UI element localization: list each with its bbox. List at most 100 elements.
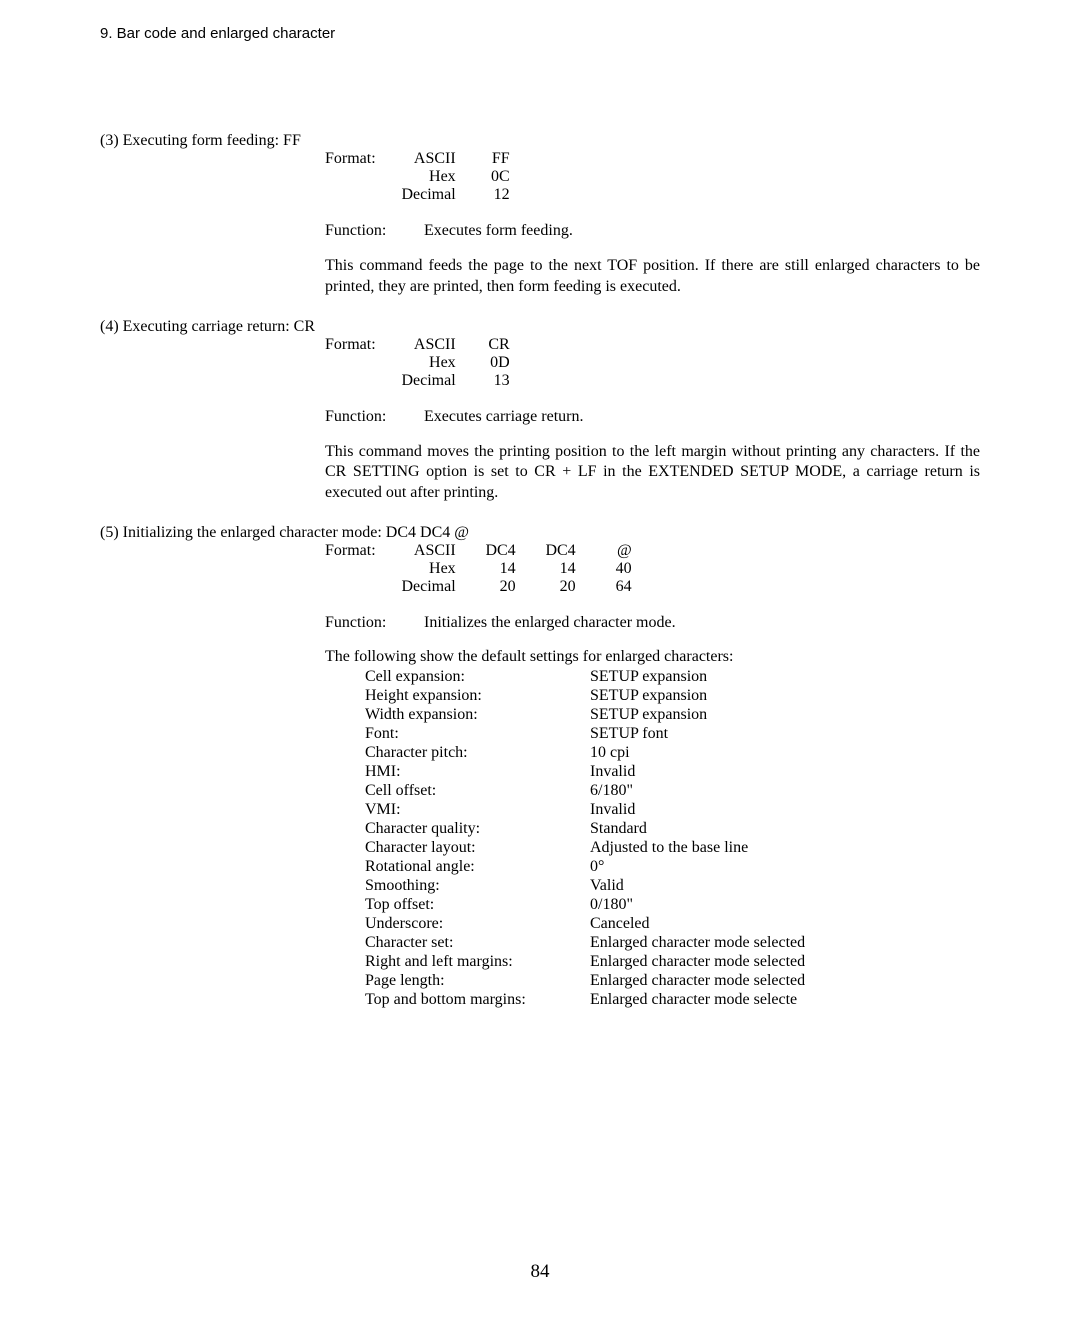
settings-row: Cell offset:6/180"	[365, 782, 805, 801]
section-title: (4) Executing carriage return: CR	[100, 318, 980, 336]
fmt-val: @	[576, 542, 632, 560]
settings-value: Enlarged character mode selected	[590, 953, 805, 972]
settings-value: Standard	[590, 820, 805, 839]
fmt-key: ASCII	[380, 150, 456, 168]
settings-row: Top and bottom margins:Enlarged characte…	[365, 991, 805, 1010]
settings-value: Enlarged character mode selected	[590, 972, 805, 991]
settings-key: Width expansion:	[365, 706, 590, 725]
page-header: 9. Bar code and enlarged character	[100, 25, 980, 42]
settings-row: Smoothing:Valid	[365, 877, 805, 896]
function-text: Initializes the enlarged character mode.	[424, 614, 676, 631]
settings-key: HMI:	[365, 763, 590, 782]
fmt-val: 20	[456, 578, 516, 596]
function-label: Function:	[325, 222, 420, 240]
settings-key: Character pitch:	[365, 744, 590, 763]
fmt-key: ASCII	[380, 542, 456, 560]
section-4: (4) Executing carriage return: CR Format…	[100, 318, 980, 504]
settings-row: HMI:Invalid	[365, 763, 805, 782]
page-number: 84	[0, 1261, 1080, 1283]
settings-value: Invalid	[590, 801, 805, 820]
fmt-key: Hex	[380, 168, 456, 186]
fmt-key: Hex	[380, 354, 456, 372]
settings-row: VMI:Invalid	[365, 801, 805, 820]
settings-value: Adjusted to the base line	[590, 839, 805, 858]
settings-row: Character pitch:10 cpi	[365, 744, 805, 763]
section-title: (3) Executing form feeding: FF	[100, 132, 980, 150]
settings-row: Character layout:Adjusted to the base li…	[365, 839, 805, 858]
settings-value: 10 cpi	[590, 744, 805, 763]
settings-value: 0°	[590, 858, 805, 877]
fmt-val: 0C	[456, 168, 510, 186]
format-table: Format: ASCII CR Hex 0D Decimal 13	[325, 336, 510, 390]
function-text: Executes carriage return.	[424, 408, 583, 425]
settings-row: Rotational angle:0°	[365, 858, 805, 877]
settings-value: SETUP font	[590, 725, 805, 744]
settings-value: SETUP expansion	[590, 706, 805, 725]
format-table: Format: ASCII DC4 DC4 @ Hex 14 14 40 Dec…	[325, 542, 632, 596]
settings-value: SETUP expansion	[590, 687, 805, 706]
function-row: Function: Initializes the enlarged chara…	[325, 614, 980, 632]
fmt-val: 12	[456, 186, 510, 204]
settings-value: Enlarged character mode selected	[590, 934, 805, 953]
settings-key: VMI:	[365, 801, 590, 820]
fmt-val: 64	[576, 578, 632, 596]
fmt-key: Decimal	[380, 372, 456, 390]
fmt-key: Decimal	[380, 578, 456, 596]
fmt-val: CR	[456, 336, 510, 354]
settings-key: Height expansion:	[365, 687, 590, 706]
section-body: Format: ASCII FF Hex 0C Decimal 12 Funct…	[325, 150, 980, 298]
fmt-val: 20	[516, 578, 576, 596]
settings-row: Width expansion:SETUP expansion	[365, 706, 805, 725]
settings-key: Top offset:	[365, 896, 590, 915]
fmt-key: Hex	[380, 560, 456, 578]
settings-value: SETUP expansion	[590, 668, 805, 687]
settings-row: Right and left margins:Enlarged characte…	[365, 953, 805, 972]
section-5: (5) Initializing the enlarged character …	[100, 524, 980, 1010]
settings-key: Cell offset:	[365, 782, 590, 801]
fmt-key: ASCII	[380, 336, 456, 354]
function-text: Executes form feeding.	[424, 222, 573, 239]
settings-key: Page length:	[365, 972, 590, 991]
settings-value: Invalid	[590, 763, 805, 782]
settings-row: Top offset:0/180"	[365, 896, 805, 915]
function-label: Function:	[325, 408, 420, 426]
settings-key: Cell expansion:	[365, 668, 590, 687]
settings-row: Underscore:Canceled	[365, 915, 805, 934]
settings-value: Valid	[590, 877, 805, 896]
settings-key: Character layout:	[365, 839, 590, 858]
settings-key: Underscore:	[365, 915, 590, 934]
fmt-val: DC4	[516, 542, 576, 560]
fmt-key: Decimal	[380, 186, 456, 204]
settings-value: 6/180"	[590, 782, 805, 801]
settings-key: Rotational angle:	[365, 858, 590, 877]
settings-key: Right and left margins:	[365, 953, 590, 972]
settings-row: Font:SETUP font	[365, 725, 805, 744]
section-3: (3) Executing form feeding: FF Format: A…	[100, 132, 980, 298]
settings-intro: The following show the default settings …	[325, 648, 980, 666]
settings-key: Font:	[365, 725, 590, 744]
function-row: Function: Executes carriage return.	[325, 408, 980, 426]
settings-key: Character set:	[365, 934, 590, 953]
format-label: Format:	[325, 542, 380, 560]
fmt-val: DC4	[456, 542, 516, 560]
fmt-val: 40	[576, 560, 632, 578]
fmt-val: 14	[456, 560, 516, 578]
settings-table: Cell expansion:SETUP expansionHeight exp…	[365, 668, 805, 1010]
settings-value: 0/180"	[590, 896, 805, 915]
settings-row: Character quality:Standard	[365, 820, 805, 839]
settings-row: Height expansion:SETUP expansion	[365, 687, 805, 706]
fmt-val: 14	[516, 560, 576, 578]
settings-key: Top and bottom margins:	[365, 991, 590, 1010]
settings-row: Page length:Enlarged character mode sele…	[365, 972, 805, 991]
section-body: Format: ASCII CR Hex 0D Decimal 13 Funct…	[325, 336, 980, 504]
settings-value: Canceled	[590, 915, 805, 934]
format-table: Format: ASCII FF Hex 0C Decimal 12	[325, 150, 510, 204]
function-label: Function:	[325, 614, 420, 632]
paragraph: This command feeds the page to the next …	[325, 256, 980, 298]
section-body: Format: ASCII DC4 DC4 @ Hex 14 14 40 Dec…	[325, 542, 980, 1010]
fmt-val: 0D	[456, 354, 510, 372]
section-title: (5) Initializing the enlarged character …	[100, 524, 980, 542]
settings-row: Character set:Enlarged character mode se…	[365, 934, 805, 953]
fmt-val: FF	[456, 150, 510, 168]
settings-key: Character quality:	[365, 820, 590, 839]
